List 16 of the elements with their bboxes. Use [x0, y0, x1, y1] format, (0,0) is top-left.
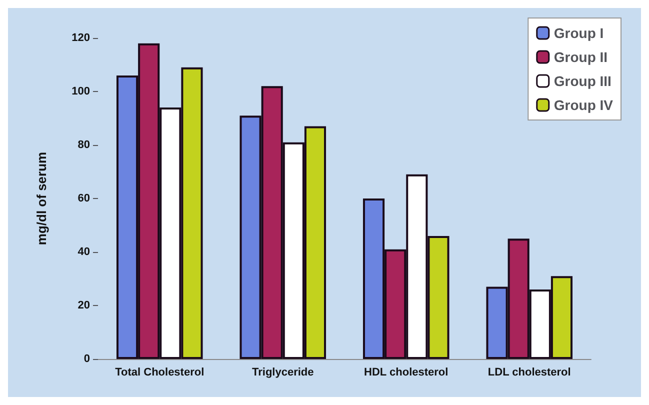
x-tick-label: LDL cholesterol: [488, 366, 571, 378]
y-tick-label: 120: [72, 32, 90, 44]
y-tick-label: 100: [72, 86, 90, 98]
y-axis-title: mg/dl of serum: [34, 152, 49, 246]
y-tick-label: 40: [78, 246, 90, 258]
x-tick-label: HDL cholesterol: [364, 366, 448, 378]
x-tick-label: Total Cholesterol: [115, 366, 204, 378]
y-tick-label: 20: [78, 300, 90, 312]
y-tick-label: 60: [78, 192, 90, 204]
y-tick-label: 80: [78, 139, 90, 151]
legend-label: Group II: [554, 49, 608, 65]
y-tick-label: 0: [84, 353, 90, 365]
legend-label: Group III: [554, 73, 612, 89]
legend-label: Group IV: [554, 97, 614, 113]
x-tick-label: Triglyceride: [252, 366, 314, 378]
legend-label: Group I: [554, 25, 604, 41]
